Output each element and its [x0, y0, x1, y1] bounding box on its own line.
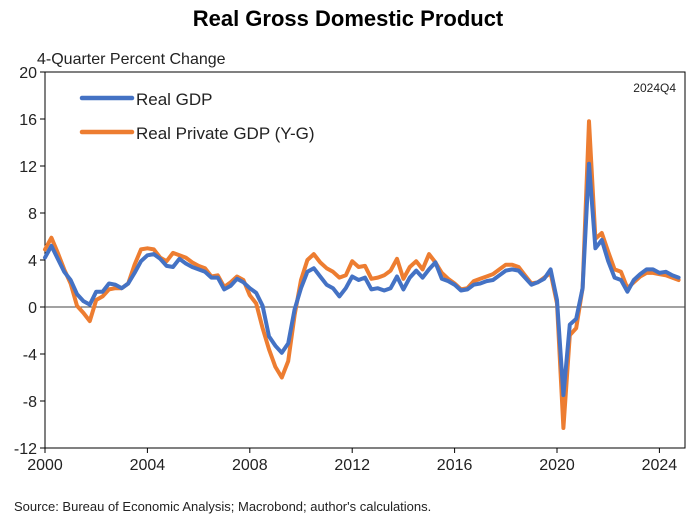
chart-title: Real Gross Domestic Product	[193, 6, 504, 31]
y-tick-label: -4	[23, 347, 37, 364]
legend: Real GDP Real Private GDP (Y-G)	[79, 90, 315, 143]
y-tick-label: 4	[28, 253, 37, 270]
source-note: Source: Bureau of Economic Analysis; Mac…	[14, 499, 431, 514]
x-tick-label: 2000	[27, 457, 63, 474]
y-tick-label: -12	[14, 441, 37, 458]
legend-label-real-gdp: Real GDP	[136, 90, 213, 109]
x-tick-label: 2008	[232, 457, 268, 474]
x-tick-label: 2004	[130, 457, 166, 474]
legend-label-real-private-gdp: Real Private GDP (Y-G)	[136, 124, 315, 143]
vintage-label: 2024Q4	[633, 81, 676, 95]
x-tick-label: 2012	[334, 457, 370, 474]
y-tick-label: 16	[19, 112, 37, 129]
x-tick-label: 2016	[437, 457, 473, 474]
y-tick-label: 0	[28, 300, 37, 317]
y-tick-label: 12	[19, 159, 37, 176]
series-lines	[43, 119, 681, 430]
series-line-real-private-gdp	[43, 119, 681, 430]
y-tick-label: 20	[19, 65, 37, 82]
x-ticks: 2000 2004 2008 2012 2016 2020 2024	[27, 448, 677, 474]
x-tick-label: 2020	[539, 457, 575, 474]
series-line-real-gdp	[43, 161, 681, 398]
y-tick-label: 8	[28, 206, 37, 223]
y-axis-label: 4-Quarter Percent Change	[37, 51, 226, 68]
x-tick-label: 2024	[642, 457, 678, 474]
y-ticks: -12 -8 -4 0 4 8 12 16 20	[14, 65, 45, 458]
y-tick-label: -8	[23, 394, 37, 411]
